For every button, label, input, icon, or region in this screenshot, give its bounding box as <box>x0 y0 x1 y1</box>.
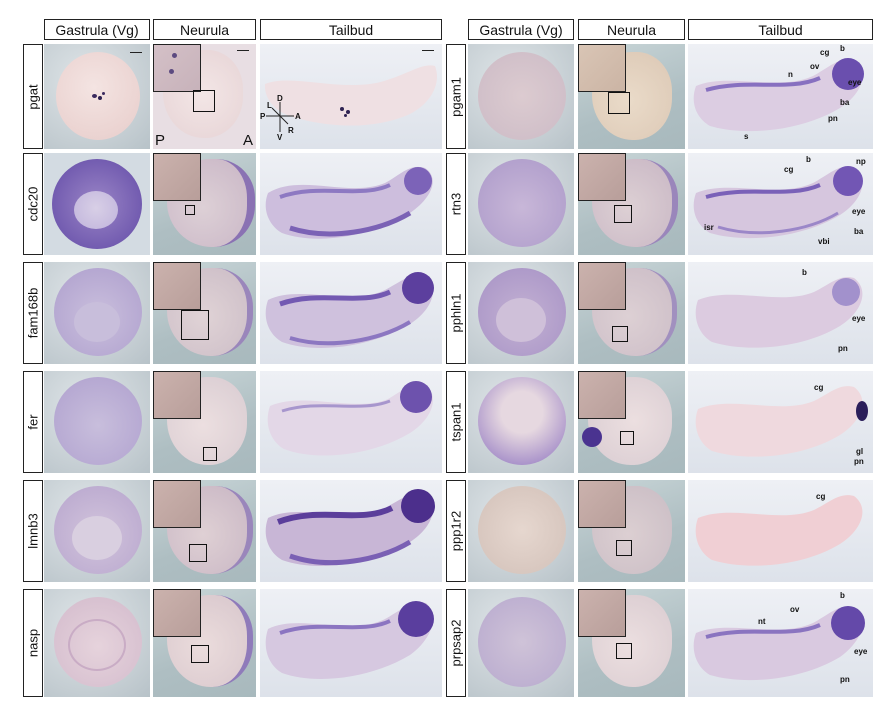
annotation: cg <box>820 48 830 57</box>
header-gastrula-left: Gastrula (Vg) <box>44 19 150 40</box>
neurula-image <box>578 480 685 582</box>
annotation: pn <box>828 114 838 123</box>
annotation: b <box>806 155 811 164</box>
neurula-image <box>153 153 256 255</box>
neurula-image: P A <box>153 44 256 149</box>
neurula-image <box>153 371 256 473</box>
header-neurula-left: Neurula <box>153 19 256 40</box>
gastrula-image <box>44 153 150 255</box>
header-neurula-right: Neurula <box>578 19 685 40</box>
gene-label: nasp <box>23 589 43 697</box>
gene-label: pphln1 <box>446 262 466 364</box>
tailbud-image: b nt ov eye pn <box>688 589 873 697</box>
gene-label: prpsap2 <box>446 589 466 697</box>
gene-label: rtn3 <box>446 153 466 255</box>
tailbud-image: cg b ov n eye ba pn s <box>688 44 873 149</box>
gene-label: tspan1 <box>446 371 466 473</box>
annotation: pn <box>854 457 864 466</box>
anterior-label: A <box>243 132 254 149</box>
gene-label: cdc20 <box>23 153 43 255</box>
neurula-image <box>578 153 685 255</box>
orientation-axes-icon <box>266 102 294 132</box>
tailbud-image <box>260 480 442 582</box>
annotation: ov <box>810 62 820 71</box>
gastrula-image <box>468 480 574 582</box>
gastrula-image <box>44 589 150 697</box>
tailbud-image: cg <box>688 480 873 582</box>
gastrula-image <box>468 589 574 697</box>
tailbud-image <box>260 262 442 364</box>
tailbud-image: b np cg eye isr ba vbi <box>688 153 873 255</box>
neurula-image <box>153 262 256 364</box>
gene-label: fam168b <box>23 262 43 364</box>
annotation: eye <box>852 207 866 216</box>
gastrula-image <box>44 480 150 582</box>
annotation: b <box>802 268 807 277</box>
gastrula-image <box>44 262 150 364</box>
annotation: ba <box>854 227 864 236</box>
tailbud-image <box>260 589 442 697</box>
posterior-label: P <box>155 132 166 149</box>
header-tailbud-left: Tailbud <box>260 19 442 40</box>
tailbud-image: b eye pn <box>688 262 873 364</box>
annotation: gl <box>856 447 864 456</box>
gene-label: ppp1r2 <box>446 480 466 582</box>
annotation: eye <box>848 78 862 87</box>
annotation: isr <box>704 223 714 232</box>
gastrula-image <box>468 371 574 473</box>
annotation: cg <box>816 492 826 501</box>
neurula-image <box>153 480 256 582</box>
tailbud-image <box>260 371 442 473</box>
annotation: s <box>744 132 749 141</box>
gastrula-image <box>44 44 150 149</box>
neurula-image <box>578 262 685 364</box>
annotation: b <box>840 591 845 600</box>
tailbud-image: D V L R P A <box>260 44 442 149</box>
gene-label: lmnb3 <box>23 480 43 582</box>
gastrula-image <box>468 262 574 364</box>
neurula-image <box>153 589 256 697</box>
header-tailbud-right: Tailbud <box>688 19 873 40</box>
annotation: eye <box>852 314 866 323</box>
neurula-image <box>578 589 685 697</box>
gastrula-image <box>468 44 574 149</box>
header-gastrula-right: Gastrula (Vg) <box>468 19 574 40</box>
annotation: pn <box>840 675 850 684</box>
annotation: np <box>856 157 866 166</box>
neurula-image <box>578 44 685 149</box>
annotation: vbi <box>818 237 830 246</box>
gene-label: pgat <box>23 44 43 149</box>
annotation: n <box>788 70 793 79</box>
annotation: nt <box>758 617 766 626</box>
annotation: cg <box>784 165 794 174</box>
gene-label: pgam1 <box>446 44 466 149</box>
tailbud-image <box>260 153 442 255</box>
gastrula-image <box>44 371 150 473</box>
annotation: ov <box>790 605 800 614</box>
annotation: b <box>840 44 845 53</box>
annotation: eye <box>854 647 868 656</box>
gastrula-image <box>468 153 574 255</box>
tailbud-image: cg gl pn <box>688 371 873 473</box>
annotation: ba <box>840 98 850 107</box>
annotation: pn <box>838 344 848 353</box>
annotation: cg <box>814 383 824 392</box>
neurula-image <box>578 371 685 473</box>
gene-label: fer <box>23 371 43 473</box>
